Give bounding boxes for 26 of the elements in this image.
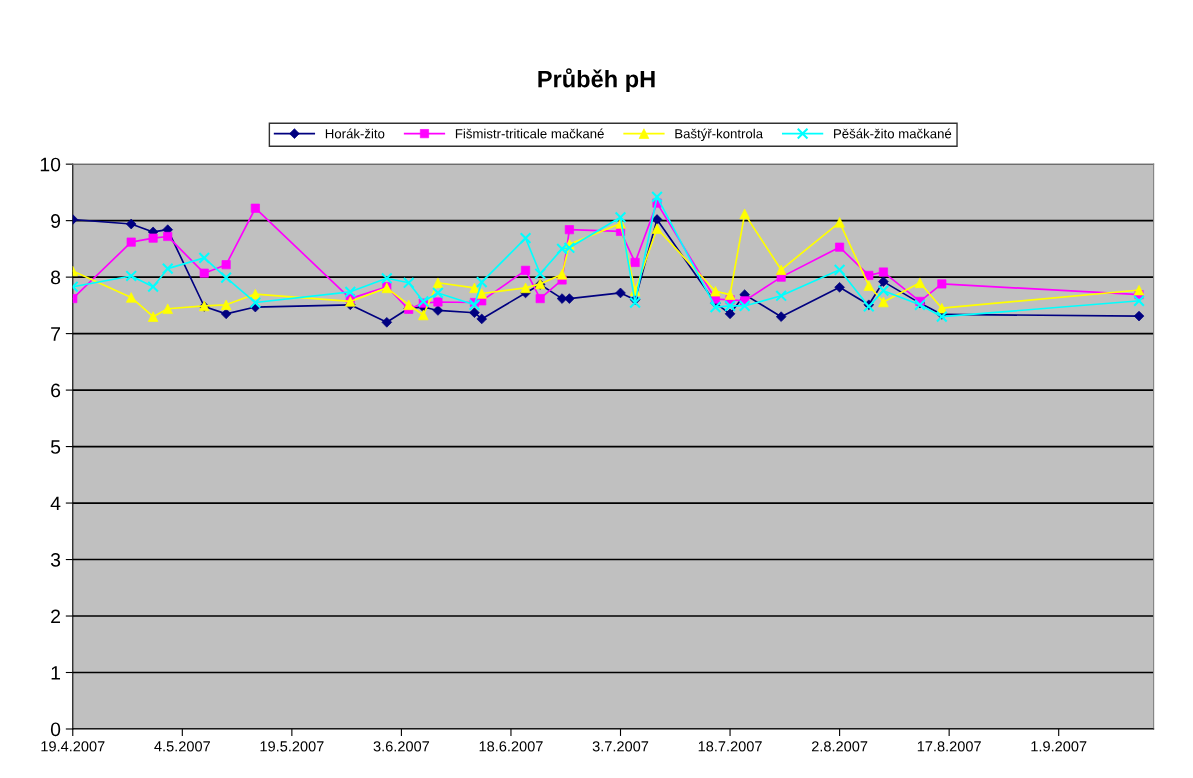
y-tick-label: 2	[51, 609, 60, 624]
y-tick-label: 9	[51, 214, 61, 228]
y-tick-label: 10	[40, 157, 61, 172]
x-tick-label: 1.9.2007	[1031, 741, 1087, 752]
y-tick-label: 1	[51, 666, 61, 680]
y-tick-label: 4	[50, 496, 61, 511]
x-tick-label: 17.8.2007	[917, 741, 981, 752]
x-tick-label: 19.5.2007	[260, 741, 324, 752]
x-tick-label: 2.8.2007	[811, 741, 868, 752]
y-tick-label: 0	[50, 722, 61, 737]
y-tick-label: 6	[51, 383, 61, 398]
x-tick-label: 4.5.2007	[154, 741, 210, 752]
y-tick-label: 8	[51, 270, 61, 285]
x-tick-label: 3.6.2007	[373, 741, 430, 752]
legend-label: Pěšák-žito mačkané	[834, 128, 952, 139]
chart-title: Průběh pH	[538, 68, 655, 93]
y-tick-label: 5	[50, 440, 61, 454]
x-tick-label: 18.6.2007	[479, 741, 543, 752]
y-tick-label: 7	[51, 327, 60, 341]
legend-label: Horák-žito	[325, 128, 385, 139]
legend-label: Fišmistr-triticale mačkané	[455, 128, 604, 139]
legend-label: Baštýř-kontrola	[675, 128, 764, 141]
x-tick-label: 19.4.2007	[41, 741, 105, 752]
y-tick-label: 3	[50, 553, 61, 567]
x-tick-label: 18.7.2007	[698, 741, 762, 752]
x-tick-label: 3.7.2007	[592, 741, 649, 752]
